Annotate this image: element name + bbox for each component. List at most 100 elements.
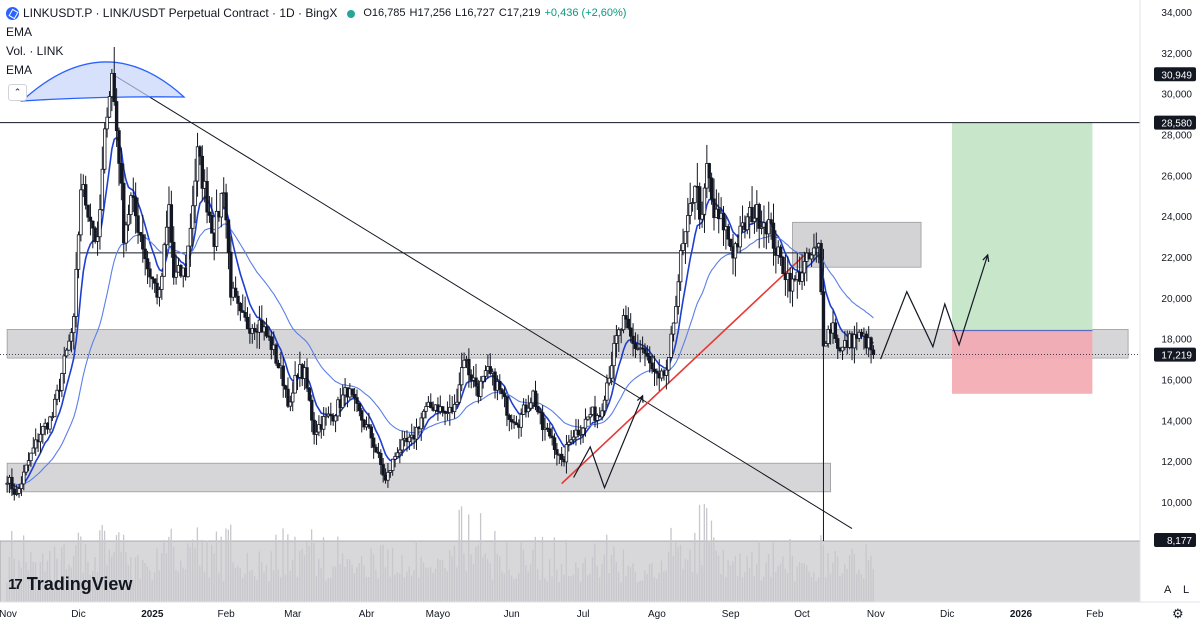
candle-body <box>440 406 445 412</box>
candle-body <box>757 204 761 229</box>
volume-bar <box>94 557 96 602</box>
volume-bar <box>817 577 820 602</box>
volume-bar <box>608 572 610 602</box>
volume-bar <box>382 544 384 602</box>
volume-bar <box>11 530 13 602</box>
candle-body <box>681 242 685 251</box>
volume-bar <box>353 573 356 602</box>
candle-body <box>83 184 88 206</box>
indicator-ema-1[interactable]: EMA <box>6 25 33 39</box>
candle-body <box>500 389 504 394</box>
candle-body <box>305 367 309 389</box>
candle-body <box>103 128 107 170</box>
symbol-title[interactable]: LINKUSDT.P · LINK/USDT Perpetual Contrac… <box>23 6 338 20</box>
volume-bar <box>265 564 268 602</box>
settings-gear-icon[interactable]: ⚙ <box>1172 606 1184 621</box>
volume-bar <box>741 577 744 602</box>
candle-body <box>352 393 357 399</box>
candle-body <box>745 216 750 231</box>
candle-body <box>728 238 733 248</box>
candle-body <box>840 346 845 352</box>
candle-body <box>386 471 390 481</box>
candle-body <box>814 246 819 249</box>
volume-bar <box>860 574 863 602</box>
volume-bar <box>479 513 482 602</box>
volume-bar <box>489 563 491 602</box>
support-zone <box>6 462 832 493</box>
candle-body <box>540 412 545 430</box>
volume-bar <box>637 582 639 602</box>
candle-body <box>314 431 319 435</box>
volume-bar <box>53 546 56 602</box>
volume-bar <box>415 540 417 602</box>
volume-bar <box>758 540 760 602</box>
indicator-volume[interactable]: Vol. · LINK <box>6 44 64 58</box>
volume-bar <box>568 575 570 602</box>
volume-bar <box>263 572 265 602</box>
ohlc-low: L16,727 <box>455 7 495 19</box>
volume-bar <box>865 544 867 602</box>
volume-bar <box>270 551 272 602</box>
tradingview-logo[interactable]: 17 TradingView <box>8 574 132 595</box>
volume-bar <box>372 554 375 602</box>
volume-bar <box>791 556 794 602</box>
volume-bar <box>75 545 77 602</box>
volume-bar <box>665 570 667 602</box>
volume-bar <box>544 578 546 602</box>
volume-bar <box>275 534 277 602</box>
indicator-ema-2[interactable]: EMA <box>6 63 33 77</box>
candle-body <box>555 449 559 455</box>
volume-bar <box>663 571 665 602</box>
candle-body <box>819 243 823 293</box>
volume-bar <box>365 576 368 602</box>
volume-bar <box>227 529 229 602</box>
volume-bar <box>796 566 798 602</box>
volume-bar <box>108 549 110 602</box>
volume-bar <box>834 551 836 602</box>
volume-bar <box>399 573 401 602</box>
candle-body <box>605 382 609 401</box>
volume-bar <box>330 577 332 602</box>
auto-scale-button[interactable]: A <box>1164 584 1172 596</box>
volume-bar <box>825 577 827 602</box>
symbol-row[interactable]: LINKUSDT.P · LINK/USDT Perpetual Contrac… <box>6 4 626 23</box>
volume-bar <box>858 569 860 602</box>
candle-body <box>291 392 295 403</box>
candle-body <box>276 362 281 369</box>
volume-bar <box>553 537 556 602</box>
past-projection-path-arrowhead <box>636 394 644 403</box>
chevron-up-icon[interactable]: ⌃ <box>8 84 27 101</box>
price-label-bg <box>1154 533 1196 547</box>
volume-bar <box>498 556 501 602</box>
candle-body <box>357 403 362 412</box>
volume-bar <box>456 567 458 602</box>
volume-bar <box>468 514 470 602</box>
volume-bar <box>49 550 51 602</box>
ohlc-open: O16,785 <box>363 7 406 19</box>
volume-bar <box>855 573 858 602</box>
log-scale-button[interactable]: L <box>1183 584 1190 596</box>
candle-body <box>645 352 650 357</box>
candle-body <box>526 407 531 413</box>
volume-bar <box>527 571 529 602</box>
volume-bar <box>546 580 548 602</box>
candle-body <box>576 429 581 435</box>
volume-bar <box>596 565 598 602</box>
candle-body <box>507 414 512 420</box>
volume-bar <box>244 573 246 602</box>
volume-bar <box>782 556 784 602</box>
candle-body <box>614 335 619 344</box>
candle-body <box>243 312 247 318</box>
volume-bar <box>277 569 279 602</box>
x-tick-label: Sep <box>722 609 740 620</box>
volume-bar <box>853 553 855 602</box>
x-tick-label: Oct <box>794 609 810 620</box>
volume-bar <box>313 542 315 602</box>
candle-body <box>252 327 257 332</box>
candle-body <box>241 310 245 313</box>
candle-body <box>55 389 59 400</box>
volume-bar <box>815 580 817 602</box>
candle-body <box>312 419 316 435</box>
volume-bar <box>484 553 487 602</box>
